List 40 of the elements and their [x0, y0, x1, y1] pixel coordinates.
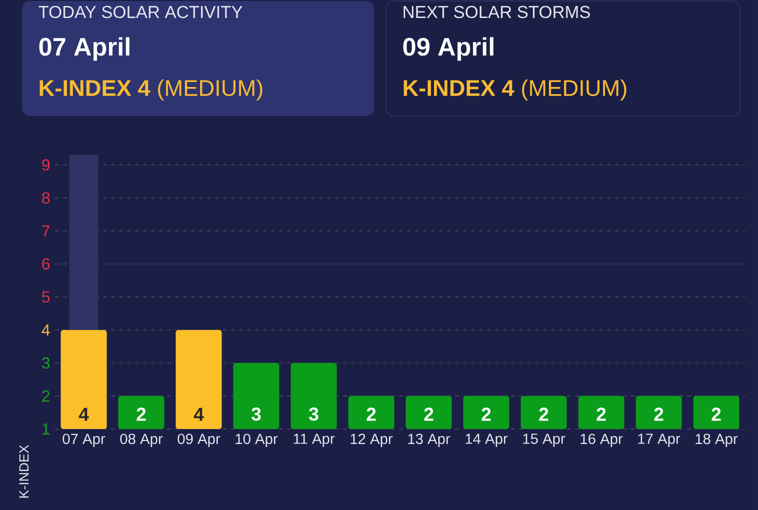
- x-tick-label: 08 Apr: [120, 434, 163, 447]
- data-label: 2: [712, 408, 721, 421]
- data-label: 2: [654, 408, 664, 421]
- data-label: 2: [136, 408, 146, 421]
- x-tick-label: 15 Apr: [523, 434, 566, 447]
- data-label: 2: [596, 408, 606, 421]
- data-label: 2: [424, 408, 434, 421]
- y-tick-label: 7: [42, 225, 50, 236]
- data-label: 4: [78, 408, 89, 421]
- data-label: 4: [194, 408, 204, 421]
- y-tick-label: 5: [42, 291, 50, 303]
- data-label: 2: [539, 408, 548, 421]
- y-tick-label: 8: [42, 192, 50, 204]
- y-tick-label: 9: [42, 159, 50, 171]
- x-tick-label: 10 Apr: [236, 434, 278, 447]
- x-tick-label: 17 Apr: [638, 434, 680, 447]
- data-label: 3: [251, 407, 261, 421]
- y-tick-label: 1: [42, 424, 50, 434]
- data-label: 2: [366, 408, 376, 421]
- text: K-INDEX 4 (MEDIUM): [40, 79, 262, 101]
- data-label: 2: [482, 408, 491, 421]
- y-tick-label: 6: [42, 258, 50, 270]
- y-axis-title: K-INDEX: [19, 444, 29, 498]
- text: 07 April: [39, 37, 130, 61]
- x-tick-label: 11 Apr: [294, 434, 335, 447]
- x-tick-label: 12 Apr: [350, 434, 393, 447]
- y-tick-label: 3: [42, 357, 50, 369]
- x-tick-label: 18 Apr: [696, 434, 738, 447]
- text: TODAY SOLAR ACTIVITY: [38, 6, 242, 18]
- y-tick-label: 4: [42, 324, 50, 336]
- text: K-INDEX 4 (MEDIUM): [404, 79, 626, 101]
- text: NEXT SOLAR STORMS: [404, 6, 590, 18]
- x-tick-label: 14 Apr: [466, 434, 508, 447]
- y-tick-label: 2: [42, 390, 50, 402]
- x-tick-label: 09 Apr: [178, 434, 220, 447]
- x-tick-label: 07 Apr: [62, 434, 106, 447]
- x-tick-label: 13 Apr: [408, 434, 450, 447]
- x-tick-label: 16 Apr: [580, 434, 623, 447]
- data-label: 3: [308, 407, 318, 421]
- text: 09 April: [403, 37, 494, 61]
